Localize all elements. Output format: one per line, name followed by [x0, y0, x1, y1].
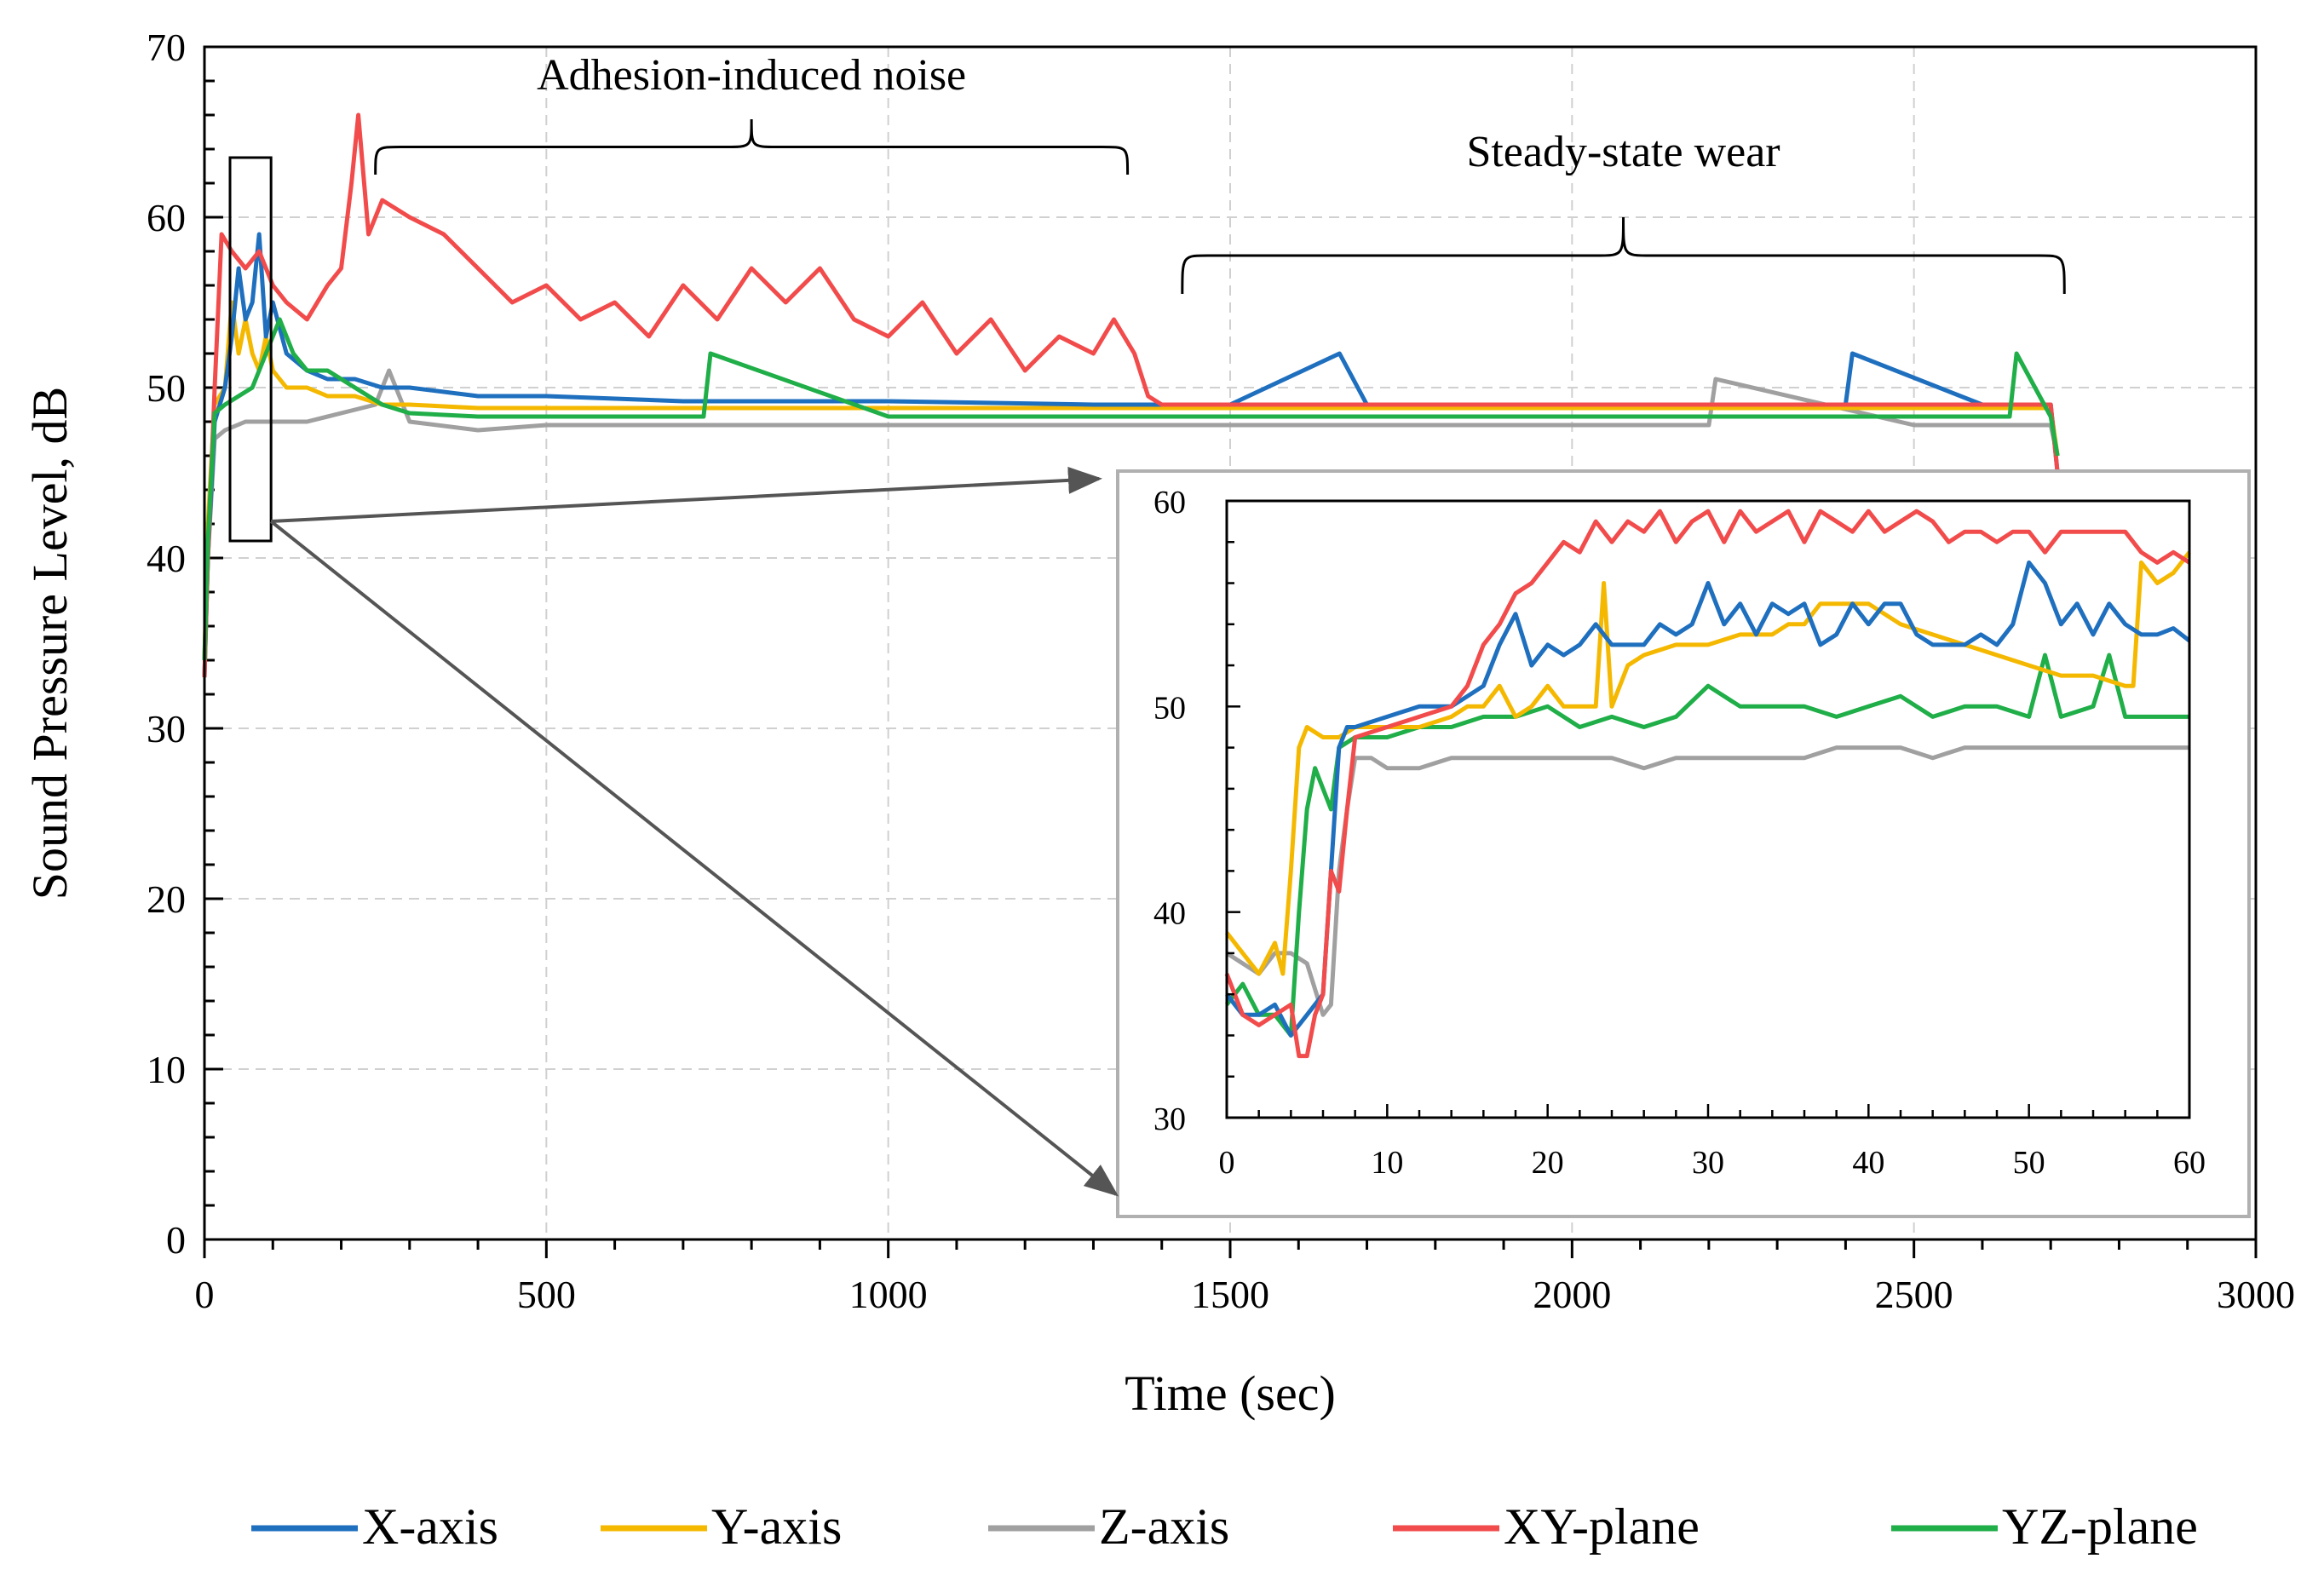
y-tick-label: 20	[147, 877, 186, 921]
x-tick-label: 1500	[1191, 1273, 1269, 1316]
plot-area-frame	[203, 45, 2258, 1241]
y-tick-label: 60	[147, 196, 186, 239]
inset-series-line-x-axis	[1225, 560, 2191, 1038]
legend-label-xy-plane: XY-plane	[1504, 1498, 1700, 1555]
series-line-yz-plane	[202, 317, 2060, 661]
inset-y-tick-label: 50	[1153, 690, 1186, 726]
x-tick-label: 2500	[1875, 1273, 1953, 1316]
inset-x-tick-label: 50	[2013, 1145, 2045, 1181]
axis-titles: Time (sec) Sound Pressure Level, dB	[22, 387, 1336, 1421]
inset-x-tick-label: 0	[1219, 1145, 1235, 1181]
inset-y-tick-label: 40	[1153, 896, 1186, 932]
annotation-label-adhesion-induced-noise: Adhesion-induced noise	[537, 51, 966, 100]
y-tick-label: 40	[147, 537, 186, 580]
inset-series-line-yz-plane	[1225, 653, 2189, 1038]
inset-x-tick-label: 40	[1852, 1145, 1884, 1181]
zoom-arrow-bottom	[269, 520, 1119, 1197]
legend-label-y-axis: Y-axis	[711, 1498, 842, 1555]
y-tick-label: 10	[147, 1048, 186, 1091]
legend-label-z-axis: Z-axis	[1099, 1498, 1229, 1555]
inset-x-tick-label: 60	[2173, 1145, 2206, 1181]
inset-y-tick-label: 30	[1153, 1101, 1186, 1137]
annotation-label-steady-state-wear: Steady-state wear	[1466, 128, 1780, 176]
x-axis-title: Time (sec)	[1125, 1366, 1336, 1421]
main-axis-ticks	[203, 45, 2258, 1258]
series-line-xy-plane	[202, 112, 2060, 678]
x-tick-label: 3000	[2217, 1273, 2295, 1316]
y-tick-label: 50	[147, 366, 186, 410]
inset-chart: 0 10 20 30 40 50 60 30 40 50 60	[1153, 485, 2206, 1181]
y-axis-title: Sound Pressure Level, dB	[22, 387, 78, 900]
legend-label-x-axis: X-axis	[362, 1498, 498, 1555]
zoom-source-box	[228, 156, 273, 543]
zoom-arrow-top	[271, 466, 1102, 523]
inset-series-line-z-axis	[1225, 745, 2189, 1017]
x-tick-label: 500	[517, 1273, 576, 1316]
inset-panel	[1116, 469, 2251, 1218]
main-series-lines	[202, 112, 2060, 678]
inset-series-line-xy-plane	[1224, 509, 2191, 1059]
inset-y-tick-label: 60	[1153, 485, 1186, 520]
x-tick-label: 2000	[1533, 1273, 1611, 1316]
y-tick-label: 70	[147, 26, 186, 69]
inset-x-tick-label: 20	[1532, 1145, 1564, 1181]
annotations: Adhesion-induced noise Steady-state wear	[374, 51, 2066, 295]
legend-label-yz-plane: YZ-plane	[2002, 1498, 2198, 1555]
inset-x-tick-label: 10	[1371, 1145, 1403, 1181]
legend: X-axis Y-axis Z-axis XY-plane YZ-plane	[251, 1498, 2198, 1555]
inset-x-tick-label: 30	[1692, 1145, 1724, 1181]
x-tick-label: 1000	[849, 1273, 928, 1316]
annotation-brace-steady-state-wear	[1181, 216, 2066, 295]
y-tick-label: 30	[147, 707, 186, 750]
x-tick-label: 0	[195, 1273, 215, 1316]
inset-series-line-y-axis	[1225, 550, 2191, 976]
annotation-brace-adhesion-induced-noise	[374, 118, 1130, 175]
y-tick-label: 0	[166, 1218, 186, 1262]
